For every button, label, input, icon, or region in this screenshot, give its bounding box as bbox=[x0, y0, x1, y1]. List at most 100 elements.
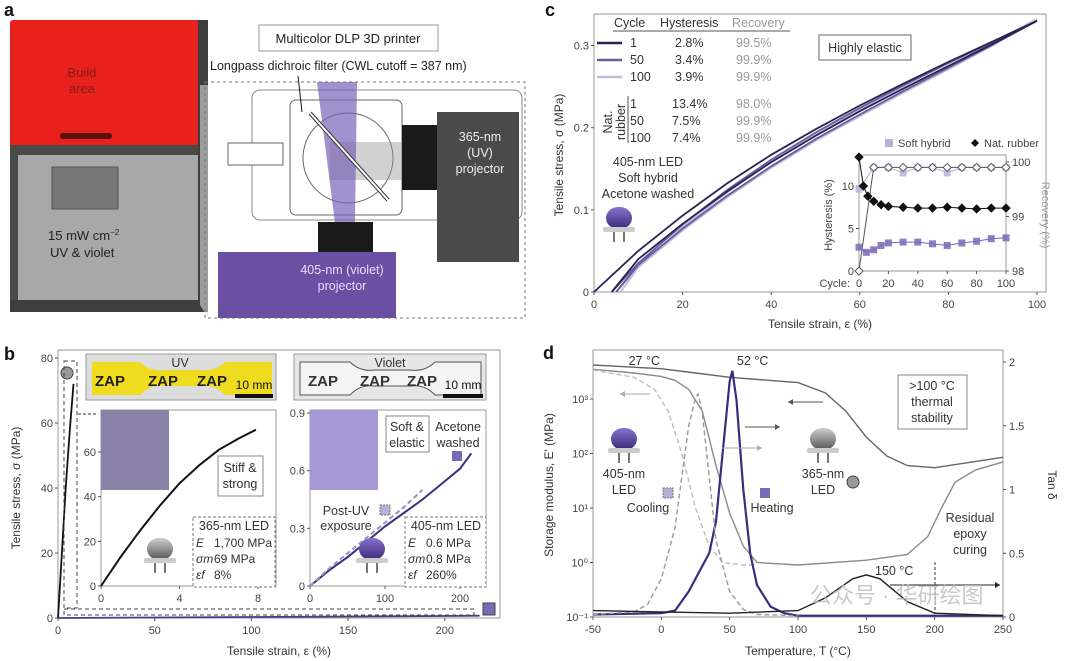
hysteresis_soft_hybrid-point bbox=[973, 237, 981, 245]
printer-handle bbox=[60, 133, 112, 139]
x-tick-label: 0 bbox=[98, 593, 104, 605]
legend-nat-rubber-marker bbox=[971, 139, 979, 147]
washed-label: washed bbox=[435, 436, 479, 450]
recovery_nat_rubber-point bbox=[868, 162, 879, 173]
led365-label: 365-nm bbox=[802, 467, 844, 481]
recovery_soft_hybrid-point bbox=[855, 185, 863, 193]
scale-bar-label: 10 mm bbox=[445, 378, 482, 392]
series-line-5 bbox=[592, 574, 1004, 617]
residual-label: epoxy bbox=[953, 527, 987, 541]
cycle-number: 1 bbox=[630, 36, 637, 50]
printer-build-chamber bbox=[10, 20, 206, 170]
legend-soft-hybrid: Soft hybrid bbox=[898, 138, 951, 150]
exposure-label: exposure bbox=[320, 519, 371, 533]
recovery_nat_rubber-point bbox=[957, 162, 967, 173]
led-text: 405-nm LED bbox=[613, 155, 683, 169]
y-tick-label: 0.1 bbox=[574, 205, 589, 217]
led-base bbox=[807, 448, 839, 453]
post-uv-label: Post-UV bbox=[323, 504, 370, 518]
y-tick-label: 0.3 bbox=[290, 523, 305, 535]
plot-frame bbox=[593, 13, 1047, 293]
prop-value: 0.8 MPa bbox=[426, 552, 471, 566]
recovery_nat_rubber-point bbox=[1001, 162, 1011, 173]
uv-props-box bbox=[192, 516, 276, 588]
y-tick-label: 100 bbox=[1012, 157, 1030, 169]
x-tick-label: 80 bbox=[942, 299, 954, 311]
y-tick-label: 2 bbox=[1009, 357, 1015, 369]
recovery_nat_rubber-point bbox=[971, 162, 982, 173]
series-line-3 bbox=[592, 370, 1003, 617]
violet-projector bbox=[218, 252, 396, 318]
x-tick-label: 80 bbox=[970, 278, 982, 290]
x-tick-label: 50 bbox=[724, 624, 736, 636]
uv-projector-label-3: projector bbox=[456, 162, 505, 176]
cycle-number: 100 bbox=[630, 70, 651, 84]
highly-elastic-box bbox=[818, 34, 912, 61]
uv-led-label: 365-nm LED bbox=[199, 519, 269, 533]
led405-label: LED bbox=[612, 483, 636, 497]
violet-projector-label-2: projector bbox=[318, 279, 367, 293]
y-tick-label: 5 bbox=[848, 224, 854, 236]
uv-marker bbox=[846, 475, 860, 489]
hysteresis_nat_rubber-point bbox=[868, 196, 879, 207]
violet-led-icon bbox=[608, 428, 640, 463]
rubber-label-2: rubber bbox=[614, 104, 628, 140]
hysteresis_nat_rubber-point bbox=[942, 202, 952, 212]
y-tick-label: 20 bbox=[41, 548, 53, 560]
prop-value: 1,700 MPa bbox=[214, 536, 272, 550]
led-base bbox=[144, 558, 176, 563]
hysteresis_nat_rubber-point bbox=[986, 203, 997, 213]
hysteresis_nat_rubber-point bbox=[957, 203, 967, 213]
hysteresis_soft_hybrid-point bbox=[899, 238, 907, 246]
x-tick-label: 150 bbox=[339, 625, 357, 637]
violet-led-icon bbox=[603, 207, 635, 242]
acetone-marker bbox=[452, 451, 462, 461]
led-base bbox=[603, 227, 635, 232]
inset-violet-line-0 bbox=[309, 452, 473, 587]
peak-27-label: 27 °C bbox=[629, 354, 660, 368]
uv-projector-label-2: (UV) bbox=[467, 146, 493, 160]
uv-led-icon bbox=[144, 538, 176, 573]
cycle-number: 100 bbox=[630, 131, 651, 145]
hysteresis_soft_hybrid-point bbox=[958, 239, 966, 247]
led-base bbox=[608, 448, 640, 453]
hysteresis_soft_hybrid-point bbox=[855, 243, 863, 251]
printer-title-box bbox=[258, 24, 439, 52]
violet-lens bbox=[318, 222, 373, 254]
printer-control-panel bbox=[51, 166, 119, 210]
arrow-head bbox=[757, 445, 762, 451]
y-tick-label: 0 bbox=[47, 613, 53, 625]
series-line-1 bbox=[57, 614, 480, 619]
thermal-stability-box bbox=[897, 374, 968, 430]
elastic-label: elastic bbox=[389, 436, 424, 450]
uv-lens bbox=[402, 125, 442, 190]
residual-label: Residual bbox=[946, 511, 995, 525]
hysteresis_nat_rubber-point bbox=[1001, 203, 1011, 213]
inset-uv-line bbox=[100, 428, 257, 587]
uv-photo-label: UV bbox=[171, 356, 189, 370]
series-line-4 bbox=[592, 392, 799, 617]
uv-marker bbox=[60, 366, 74, 380]
x-tick-label: 0 bbox=[591, 299, 597, 311]
y-tick-label: 0 bbox=[848, 266, 854, 278]
inset-x-label: Cycle: bbox=[819, 278, 850, 290]
cycle-number: 1 bbox=[630, 97, 637, 111]
series-line-1 bbox=[592, 369, 757, 566]
peak-52-label: 52 °C bbox=[737, 354, 768, 368]
watermark: 公众号 · 华研绘图 bbox=[810, 583, 984, 608]
x-axis-label: Tensile strain, ε (%) bbox=[768, 317, 872, 331]
plot-frame bbox=[57, 349, 501, 619]
highly-elastic-label: Highly elastic bbox=[828, 41, 902, 55]
hysteresis-value: 7.4% bbox=[672, 131, 701, 145]
y-tick-label: 0 bbox=[90, 581, 96, 593]
prop-symbol: σm bbox=[196, 552, 213, 566]
panel-label-c: c bbox=[545, 0, 555, 20]
recovery_nat_rubber-point bbox=[898, 162, 908, 173]
series-line-0 bbox=[57, 383, 75, 619]
zap-logo: ZAP bbox=[95, 373, 125, 390]
prop-value: 0.6 MPa bbox=[426, 536, 471, 550]
cooling-marker bbox=[662, 487, 674, 499]
y-axis-label: Tensile stress, σ (MPa) bbox=[552, 94, 566, 217]
zoom-wedge bbox=[200, 85, 208, 318]
x-axis-label: Tensile strain, ε (%) bbox=[227, 644, 331, 658]
